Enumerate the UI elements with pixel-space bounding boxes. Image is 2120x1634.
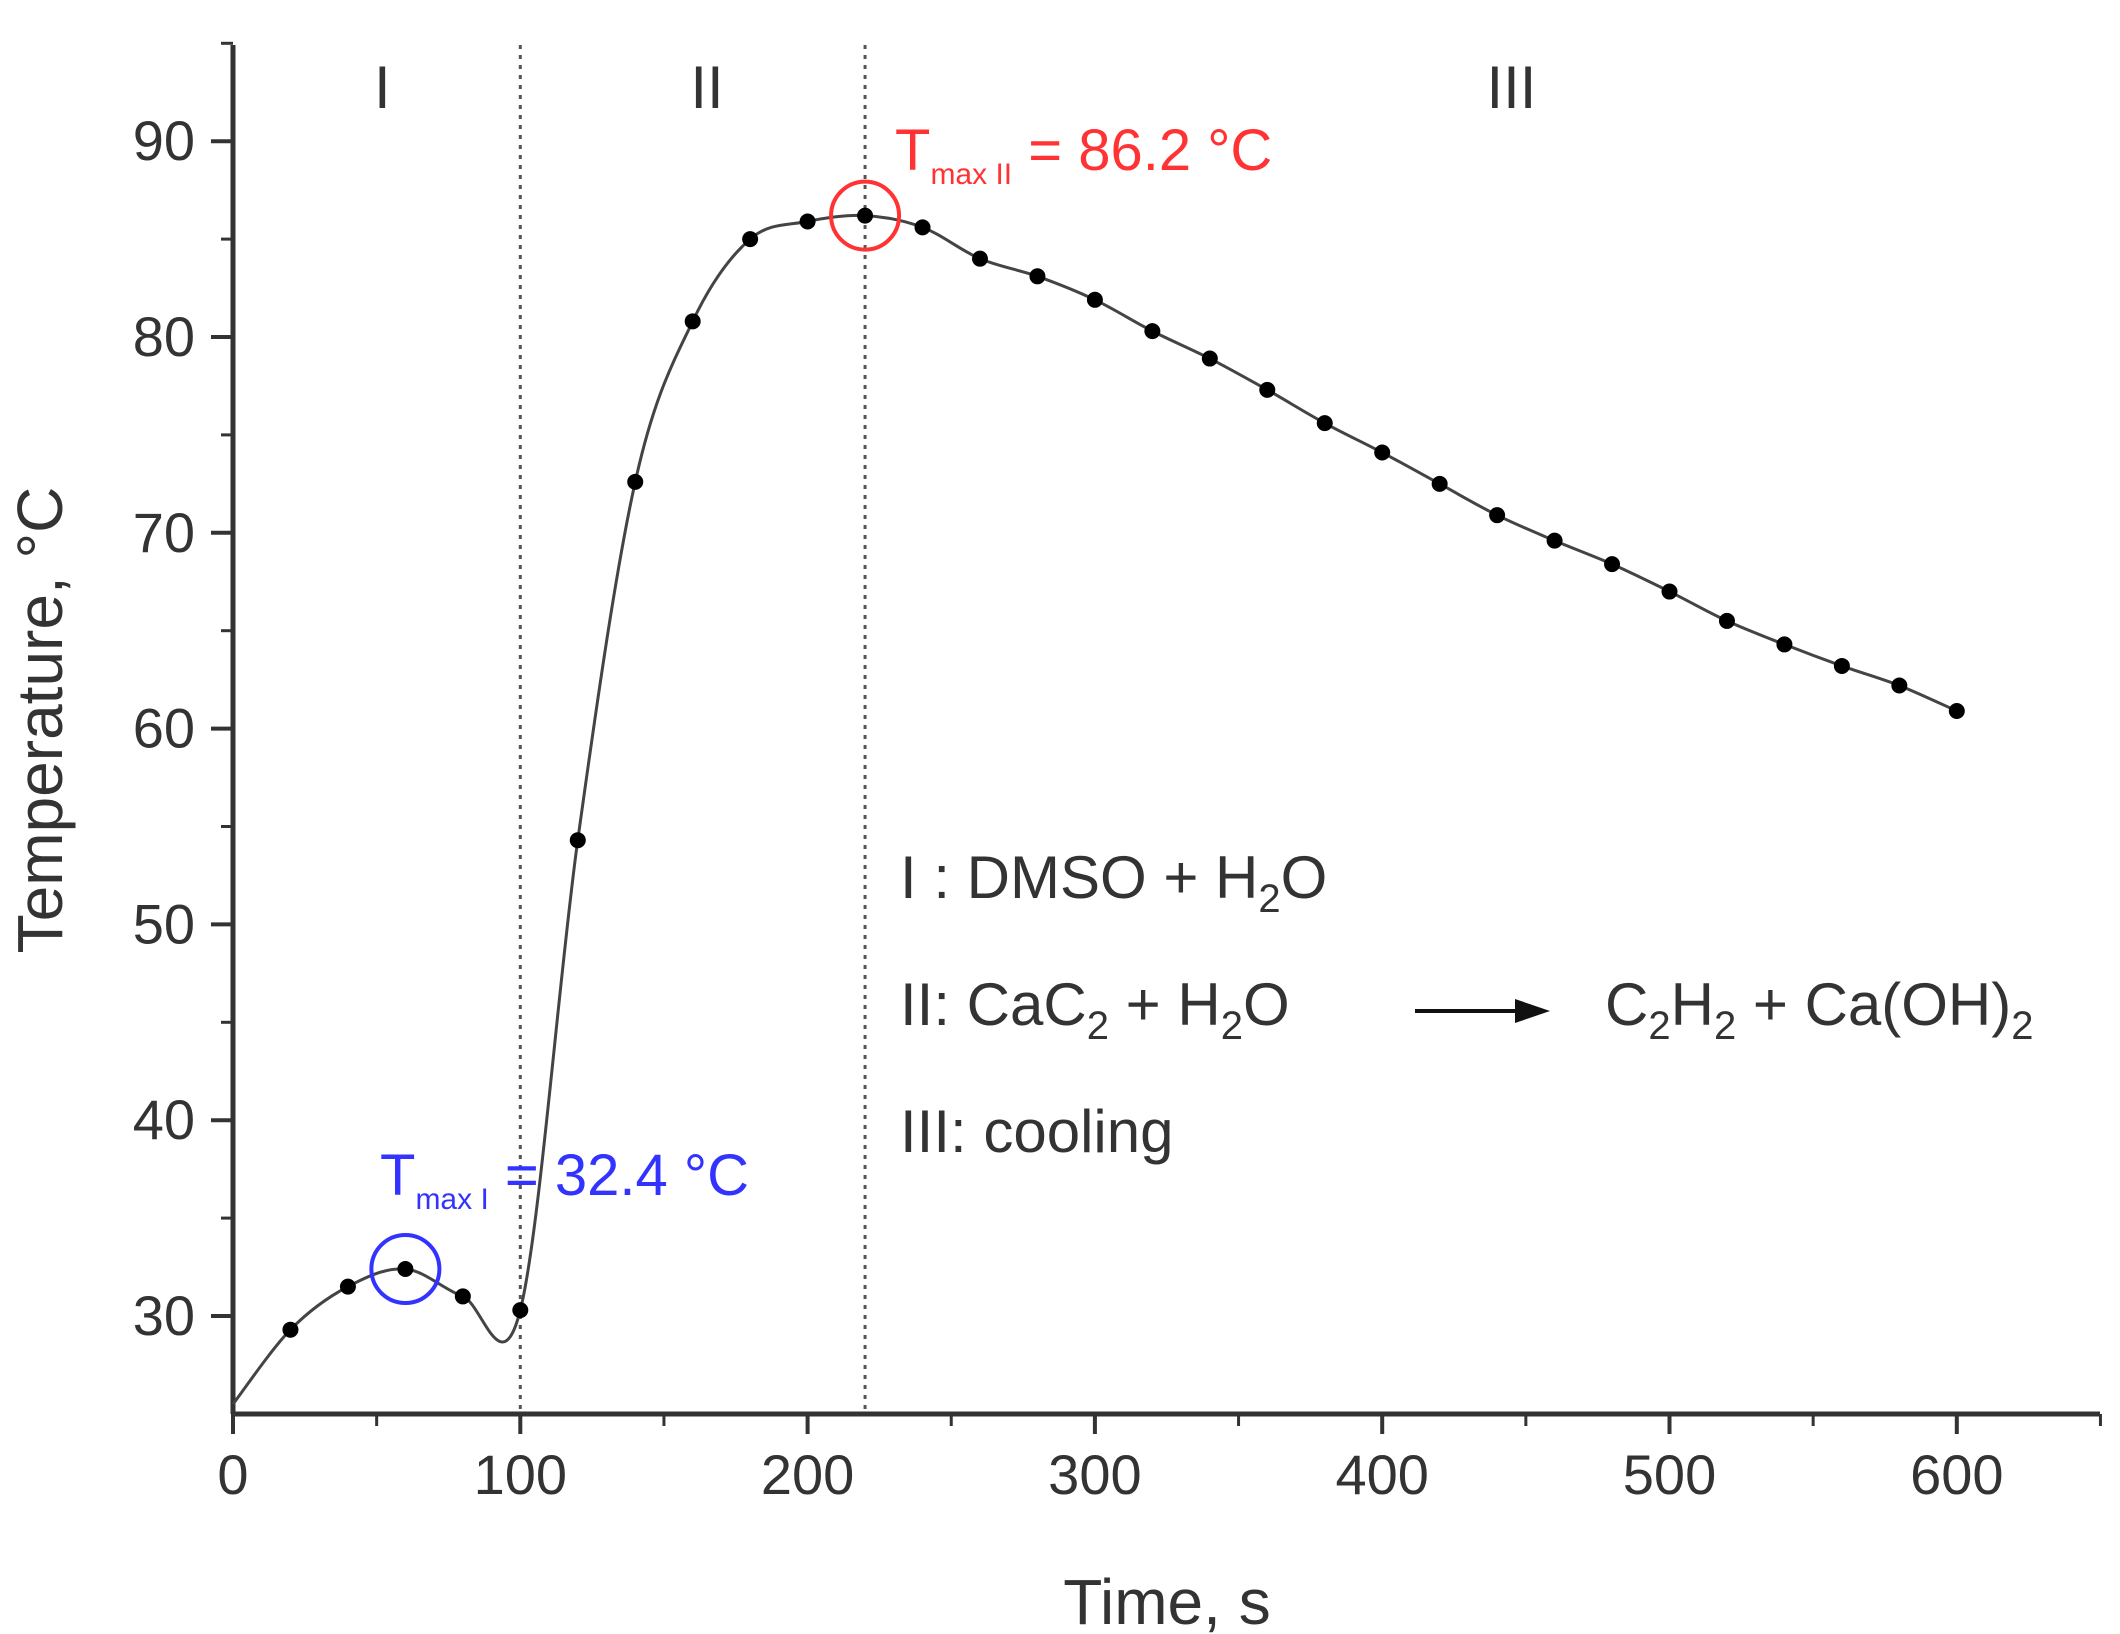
data-point <box>1029 268 1046 285</box>
data-point <box>1604 556 1621 573</box>
tmax-2-symbol: T <box>895 118 930 183</box>
legend-line-2-f: + Ca(OH) <box>1736 971 2011 1038</box>
x-tick-label-200: 200 <box>761 1443 854 1506</box>
data-point <box>1144 323 1161 340</box>
x-tick-label-500: 500 <box>1623 1443 1716 1506</box>
data-point <box>454 1288 471 1305</box>
data-point <box>282 1321 299 1338</box>
data-point <box>1546 532 1563 549</box>
phase-label-I: I <box>374 54 391 121</box>
legend-line-2-sub2: 2 <box>1221 1004 1243 1048</box>
reaction-legend: I : DMSO + H2O II: CaC2 + H2O C2H2 + Ca(… <box>900 844 2033 1165</box>
legend-line-2-sub5: 2 <box>2011 1004 2033 1048</box>
y-axis-title: Temperature, °C <box>4 487 76 954</box>
phase-label-III: III <box>1486 54 1536 121</box>
tmax-2-value: = 86.2 °C <box>1012 118 1272 183</box>
data-point <box>1489 507 1506 524</box>
data-point <box>1086 291 1103 308</box>
data-point <box>339 1278 356 1295</box>
legend-line-2-c: O <box>1243 971 1290 1038</box>
data-point <box>1776 636 1793 653</box>
x-tick-label-300: 300 <box>1048 1443 1141 1506</box>
data-point <box>1661 583 1678 600</box>
x-tick-label-400: 400 <box>1335 1443 1428 1506</box>
tmax-2-subscript: max II <box>930 158 1012 191</box>
tmax-1-subscript: max I <box>415 1183 488 1216</box>
phase-label-II: II <box>690 54 723 121</box>
legend-line-2-a: II: CaC <box>900 971 1087 1038</box>
tmax-1-symbol: T <box>380 1143 415 1208</box>
data-point <box>512 1302 529 1319</box>
y-tick-label-50: 50 <box>133 892 195 955</box>
legend-line-2-d: C <box>1605 971 1648 1038</box>
series-line-0 <box>231 213 1958 1406</box>
legend-line-2-right: C2H2 + Ca(OH)2 <box>1605 971 2033 1048</box>
legend-line-1-sub: 2 <box>1258 877 1280 921</box>
x-tick-label-100: 100 <box>474 1443 567 1506</box>
data-point <box>1948 702 1965 719</box>
y-tick-label-40: 40 <box>133 1088 195 1151</box>
legend-line-2-sub4: 2 <box>1714 1004 1736 1048</box>
axis-ticks: 0 100 200 300 400 500 600 30 40 50 60 70 80 90 <box>133 41 2102 1506</box>
reaction-arrow-head <box>1515 999 1550 1023</box>
data-point <box>684 313 701 330</box>
legend-line-1-end: O <box>1281 844 1328 911</box>
legend-line-2-b: + H <box>1109 971 1221 1038</box>
data-point <box>397 1261 414 1278</box>
data-point <box>569 832 586 849</box>
data-point <box>1718 612 1735 629</box>
legend-line-2-sub1: 2 <box>1087 1004 1109 1048</box>
y-tick-label-30: 30 <box>133 1284 195 1347</box>
data-series <box>231 207 1965 1406</box>
x-tick-label-0: 0 <box>217 1443 248 1506</box>
tmax-1-circle <box>369 1233 442 1306</box>
phase-labels: I II III <box>374 54 1536 121</box>
tmax-2-label: Tmax II = 86.2 °C <box>895 118 1272 191</box>
data-point <box>1374 444 1391 461</box>
legend-line-3: III: cooling <box>900 1098 1174 1165</box>
data-point <box>799 213 816 230</box>
data-point <box>1431 475 1448 492</box>
data-point <box>627 473 644 490</box>
tmax-1-value: = 32.4 °C <box>489 1143 749 1208</box>
data-point <box>1316 415 1333 432</box>
legend-line-2-left: II: CaC2 + H2O <box>900 971 1290 1048</box>
legend-line-1-text: I : DMSO + H <box>900 844 1258 911</box>
data-point <box>742 231 759 248</box>
data-point <box>971 250 988 267</box>
data-point <box>1891 677 1908 694</box>
legend-line-2-e: H <box>1671 971 1714 1038</box>
tmax-2-circle <box>829 179 902 252</box>
y-tick-label-60: 60 <box>133 697 195 760</box>
data-point <box>1201 350 1218 367</box>
x-axis-title: Time, s <box>1063 1566 1270 1634</box>
data-point <box>914 219 931 236</box>
data-point <box>1259 381 1276 398</box>
y-tick-label-90: 90 <box>133 109 195 172</box>
tmax-1-label: Tmax I = 32.4 °C <box>380 1143 749 1216</box>
y-tick-label-70: 70 <box>133 501 195 564</box>
data-point <box>1833 657 1850 674</box>
data-point <box>857 207 874 224</box>
legend-line-1: I : DMSO + H2O <box>900 844 1327 921</box>
y-tick-label-80: 80 <box>133 305 195 368</box>
x-tick-label-600: 600 <box>1910 1443 2003 1506</box>
legend-line-2-sub3: 2 <box>1648 1004 1670 1048</box>
phase-divider-lines <box>518 45 867 1414</box>
